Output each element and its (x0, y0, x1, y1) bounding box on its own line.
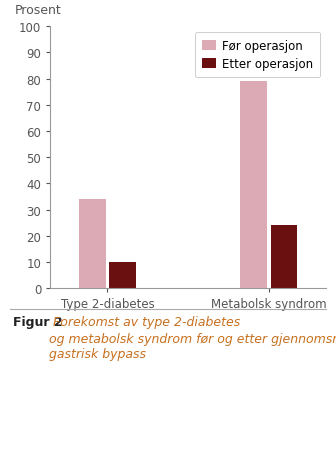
Bar (241, 82, 267, 289)
Text: Figur 2: Figur 2 (13, 316, 63, 329)
Bar (271, 226, 297, 289)
Text: Prosent: Prosent (14, 4, 61, 17)
Text: Forekomst av type 2-diabetes
og metabolsk syndrom før og etter gjennomsnittlig 1: Forekomst av type 2-diabetes og metabols… (49, 316, 336, 360)
Legend: Før operasjon, Etter operasjon: Før operasjon, Etter operasjon (195, 33, 320, 78)
Bar (79, 200, 106, 289)
Bar (109, 262, 136, 289)
